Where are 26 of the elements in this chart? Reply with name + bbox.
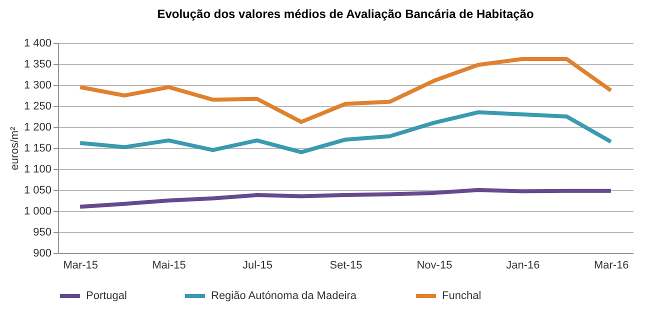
x-tick-label: Nov-15 — [416, 260, 452, 272]
legend-label: Região Autónoma da Madeira — [211, 290, 358, 302]
y-tick-label: 1 200 — [24, 122, 52, 134]
x-tick-label: Jan-16 — [506, 260, 540, 272]
x-tick-label: Jul-15 — [242, 260, 273, 272]
y-tick-label: 1 250 — [24, 100, 52, 112]
y-tick-label: 1 400 — [24, 38, 52, 50]
x-tick-label: Mar-15 — [63, 260, 98, 272]
y-axis-title: euros/m² — [8, 126, 21, 170]
x-tick-label: Mai-15 — [152, 260, 186, 272]
y-tick-label: 1 050 — [24, 184, 52, 196]
y-tick-label: 1 350 — [24, 58, 52, 70]
y-tick-label: 900 — [33, 248, 52, 260]
x-tick-label: Mar-16 — [594, 260, 629, 272]
y-tick-label: 950 — [33, 226, 52, 238]
legend-label: Funchal — [442, 290, 482, 302]
line-series — [78, 188, 613, 209]
y-tick-label: 1 300 — [24, 80, 52, 92]
y-tick-label: 1 100 — [24, 164, 52, 176]
y-tick-label: 1 150 — [24, 142, 52, 154]
y-tick-label: 1 000 — [24, 206, 52, 218]
line-series — [78, 110, 613, 154]
x-tick-label: Set-15 — [330, 260, 362, 272]
line-series — [78, 56, 613, 124]
legend-label: Portugal — [86, 290, 127, 302]
chart-title: Evolução dos valores médios de Avaliação Bancária de Habitação — [157, 7, 534, 21]
